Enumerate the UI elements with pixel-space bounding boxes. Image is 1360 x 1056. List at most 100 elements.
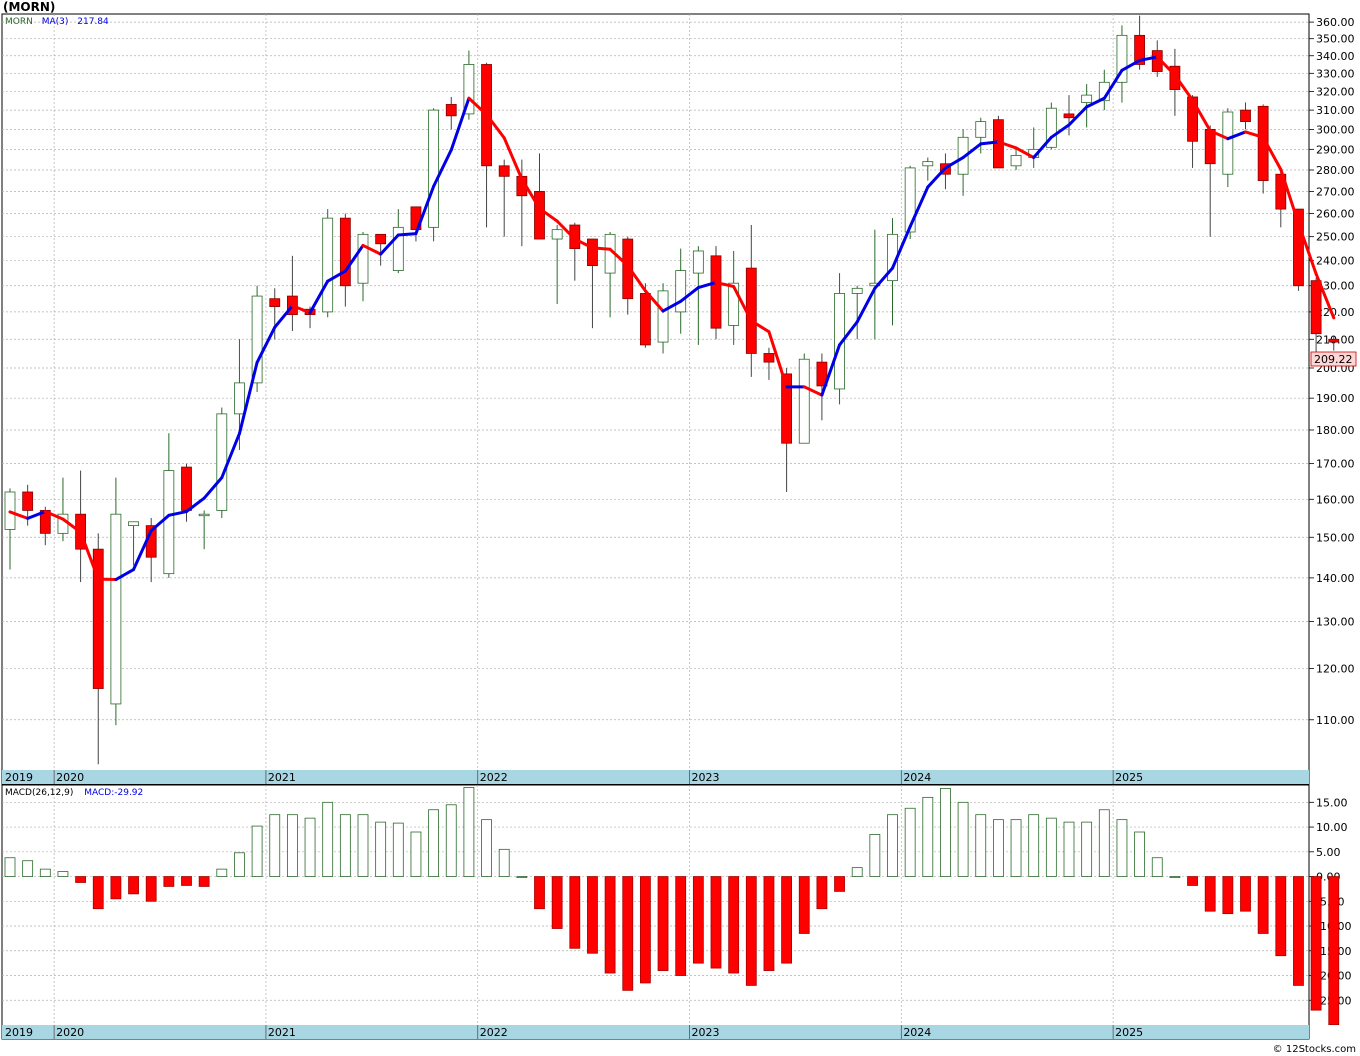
- candle-body: [1275, 173, 1287, 210]
- ma-segment: [1279, 167, 1300, 225]
- ma-segment: [202, 476, 224, 500]
- macd-bar: [710, 876, 722, 969]
- price-legend: MORN MA(3) 217.84: [5, 17, 109, 27]
- candle-body: [922, 161, 934, 167]
- candle-body: [181, 466, 192, 511]
- price-tick-label: 130.00: [1316, 615, 1355, 628]
- candle-body: [763, 353, 775, 363]
- ma-segment: [891, 225, 912, 270]
- candle-body: [1293, 208, 1304, 287]
- ma-segment: [873, 266, 894, 290]
- macd-bar: [1151, 857, 1163, 877]
- price-tick-label: 320.00: [1316, 85, 1355, 98]
- candle-body: [357, 233, 369, 284]
- ma-segment: [467, 96, 489, 116]
- macd-bar: [604, 876, 616, 974]
- macd-bar: [216, 868, 228, 877]
- candle-body: [587, 238, 598, 267]
- candle-body: [1187, 96, 1198, 142]
- candle-body: [339, 217, 351, 287]
- year-label-macd: 2025: [1115, 1026, 1143, 1039]
- macd-bar: [640, 876, 651, 984]
- macd-bar: [128, 876, 139, 895]
- price-tick-label: 330.00: [1316, 67, 1355, 80]
- ma-segment: [149, 513, 171, 533]
- macd-bar: [1222, 876, 1234, 915]
- ma-segment: [61, 517, 83, 534]
- price-axis: 110.00 120.00 130.00 140.00 150.00 160.00 170.…: [1309, 16, 1355, 727]
- price-tick-label: 360.00: [1316, 16, 1355, 29]
- candle-body: [1045, 107, 1057, 148]
- price-tick-label: 160.00: [1316, 493, 1355, 506]
- macd-bar: [887, 814, 898, 877]
- candle-body: [198, 513, 210, 517]
- ma-segment: [414, 184, 436, 236]
- macd-tick-label: 5.00: [1316, 846, 1341, 859]
- macd-legend: MACD(26,12,9) MACD:-29.92: [5, 788, 143, 798]
- macd-bar: [851, 867, 863, 877]
- ma-segment: [1261, 135, 1283, 171]
- last-price-box: [1310, 351, 1357, 367]
- price-tick-label: 150.00: [1316, 531, 1355, 544]
- price-tick-label: 300.00: [1316, 123, 1355, 136]
- ma-segment: [361, 243, 383, 256]
- ma-segment: [626, 264, 647, 293]
- macd-bar: [75, 876, 86, 883]
- year-label: 2019: [5, 771, 33, 784]
- macd-bar: [975, 814, 987, 877]
- year-band-top: [2, 770, 1309, 784]
- candle-body: [92, 548, 104, 689]
- price-tick-label: 280.00: [1316, 164, 1355, 177]
- candle-body: [1169, 65, 1181, 90]
- macd-bar: [392, 822, 404, 877]
- ma-segment: [696, 280, 718, 290]
- footer-credit: © 12Stocks.com: [1273, 1044, 1356, 1055]
- ma-segment: [943, 156, 965, 170]
- ma-segment: [485, 112, 506, 140]
- candle-body: [622, 238, 634, 300]
- macd-bar: [834, 876, 845, 892]
- candle-body: [269, 298, 281, 307]
- candle-body: [692, 250, 704, 274]
- macd-bar: [1134, 831, 1145, 877]
- macd-bar: [816, 876, 828, 910]
- macd-bar: [622, 876, 634, 991]
- macd-bar: [39, 868, 51, 877]
- candle-body: [498, 165, 510, 177]
- year-label: 2025: [1115, 771, 1143, 784]
- candle-body: [534, 190, 545, 240]
- candle-body: [1081, 94, 1093, 103]
- ma-segment: [290, 304, 312, 315]
- macd-legend-value: MACD:-29.92: [84, 788, 143, 798]
- macd-bar: [1169, 876, 1181, 878]
- ma-segment: [1226, 130, 1247, 141]
- macd-bar: [339, 814, 351, 877]
- macd-tick-label: 15.00: [1316, 796, 1348, 809]
- macd-bar: [463, 787, 475, 877]
- chart-title: (MORN): [3, 0, 55, 14]
- ma-segment: [114, 568, 136, 582]
- ma-segment: [679, 286, 700, 303]
- macd-bar: [692, 876, 704, 964]
- macd-bar: [904, 807, 916, 877]
- ma-segment: [379, 233, 400, 256]
- macd-bar: [4, 857, 16, 877]
- ma-segment: [1296, 221, 1318, 276]
- year-label-macd: 2024: [903, 1026, 931, 1039]
- year-label: 2020: [56, 771, 84, 784]
- candle-body: [163, 470, 175, 575]
- candle-body: [1310, 280, 1322, 335]
- macd-bar: [1240, 876, 1251, 912]
- price-tick-label: 120.00: [1316, 663, 1355, 676]
- candle-body: [1134, 34, 1145, 65]
- macd-bar: [763, 876, 775, 971]
- macd-bar: [481, 819, 492, 877]
- macd-legend-label: MACD(26,12,9): [5, 788, 73, 798]
- moving-average-line: [8, 55, 1336, 582]
- ma-segment: [220, 432, 241, 480]
- macd-bar: [286, 814, 298, 877]
- candle-body: [834, 293, 845, 390]
- price-tick-label: 110.00: [1316, 714, 1355, 727]
- macd-bar: [957, 801, 969, 877]
- candle-body: [975, 121, 987, 138]
